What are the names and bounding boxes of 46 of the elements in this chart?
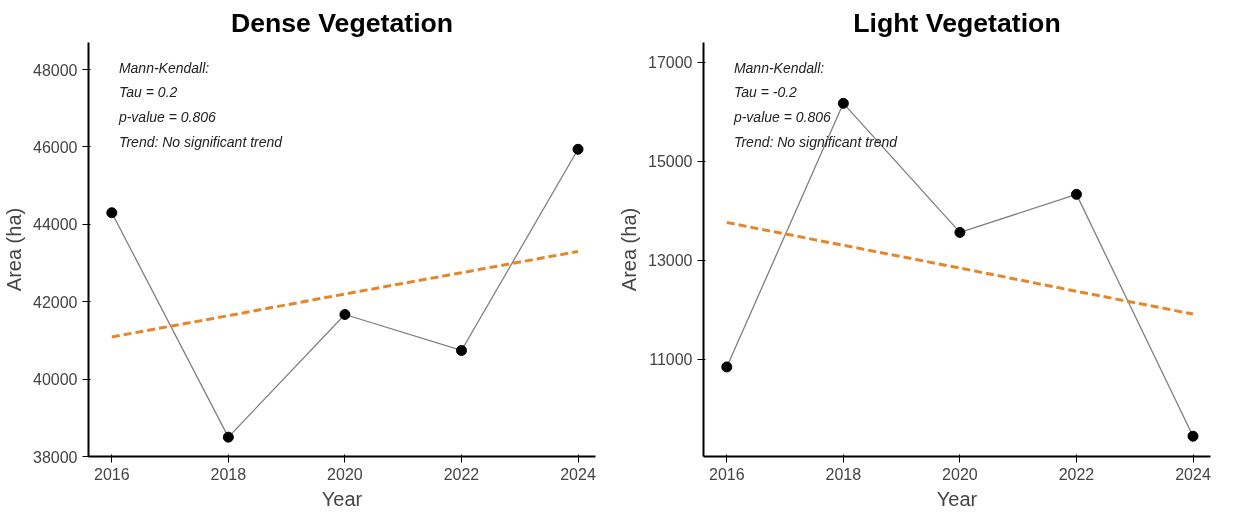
y-tick-label: 44000 <box>33 216 78 234</box>
point <box>954 226 966 238</box>
line-series <box>110 249 580 339</box>
y-tick-label: 11000 <box>649 351 693 369</box>
y-tick-label: 48000 <box>33 61 78 79</box>
point <box>1187 430 1199 442</box>
point <box>572 143 584 155</box>
x-tick-label: 2018 <box>825 465 862 483</box>
x-tick-label: 2022 <box>1058 465 1095 483</box>
line-series <box>725 221 1195 316</box>
chart-title: Dense Vegetation <box>230 7 454 38</box>
x-tick-label: 2018 <box>210 465 247 483</box>
annotation: Trend: No significant trend <box>733 134 899 151</box>
chart-title: Light Vegetation <box>853 7 1061 38</box>
point <box>1070 188 1082 200</box>
x-axis-title: Year <box>936 487 978 510</box>
x-tick-label: 2016 <box>94 465 130 483</box>
point <box>455 344 467 356</box>
x-tick-label: 2024 <box>1175 465 1211 483</box>
annotation: Mann-Kendall: <box>118 59 210 76</box>
x-axis-title: Year <box>321 487 363 510</box>
y-axis-title: Area (ha) <box>618 207 641 292</box>
point <box>837 97 849 109</box>
annotation: Trend: No significant trend <box>118 134 284 151</box>
x-tick-label: 2016 <box>709 465 745 483</box>
y-tick-label: 42000 <box>33 293 78 311</box>
y-tick-label: 15000 <box>648 153 693 171</box>
annotation: Tau = -0.2 <box>733 84 798 101</box>
y-tick-label: 17000 <box>648 54 693 72</box>
annotation: Tau = 0.2 <box>118 84 178 101</box>
point <box>106 207 118 219</box>
y-tick-label: 40000 <box>33 371 78 389</box>
y-axis-title: Area (ha) <box>3 207 26 292</box>
annotation: p-value = 0.806 <box>732 109 832 126</box>
point <box>721 361 733 373</box>
point <box>222 431 234 443</box>
annotation: Mann-Kendall: <box>733 59 825 76</box>
annotation: p-value = 0.806 <box>117 109 217 126</box>
y-tick-label: 46000 <box>33 138 78 156</box>
x-tick-label: 2020 <box>327 465 363 483</box>
x-tick-label: 2022 <box>443 465 480 483</box>
x-tick-label: 2020 <box>942 465 978 483</box>
x-tick-label: 2024 <box>560 465 596 483</box>
y-tick-label: 38000 <box>33 448 78 466</box>
y-tick-label: 13000 <box>648 252 693 270</box>
point <box>339 309 351 320</box>
